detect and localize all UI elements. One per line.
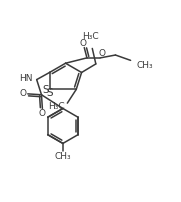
Text: CH₃: CH₃ bbox=[137, 61, 153, 70]
Text: HN: HN bbox=[19, 74, 32, 83]
Text: S: S bbox=[43, 85, 49, 96]
Text: O: O bbox=[79, 39, 86, 48]
Text: H₃C: H₃C bbox=[48, 102, 65, 111]
Text: CH₃: CH₃ bbox=[54, 152, 71, 161]
Text: H₃C: H₃C bbox=[82, 32, 99, 41]
Text: O: O bbox=[19, 89, 26, 98]
Text: O: O bbox=[39, 109, 46, 118]
Text: S: S bbox=[47, 88, 53, 98]
Text: O: O bbox=[99, 49, 106, 58]
